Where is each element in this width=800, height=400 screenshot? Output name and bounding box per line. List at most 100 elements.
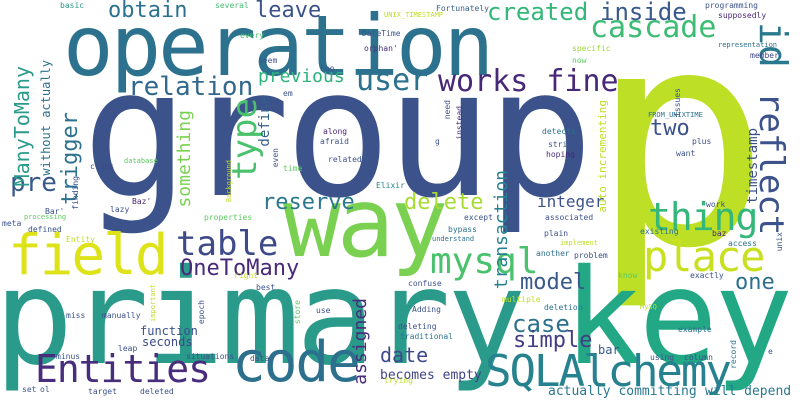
word-timestamp: timestamp	[745, 128, 761, 204]
word-way: way	[283, 167, 448, 279]
word-related: related	[328, 155, 362, 164]
word-function: function	[140, 324, 198, 338]
word-integer: integer	[537, 192, 605, 211]
word-traditional: traditional	[400, 332, 453, 341]
word-know: know	[618, 271, 638, 280]
word-hoping: hoping	[546, 150, 575, 159]
word-field: field	[8, 223, 169, 288]
word-em: em	[283, 89, 293, 98]
word-ol: ol	[40, 385, 50, 394]
word-simple: simple	[513, 328, 593, 353]
word-epoch: epoch	[197, 300, 206, 325]
word-datetime: DateTime	[362, 29, 401, 38]
word-mysq: MySQ	[640, 303, 657, 311]
word-something: something	[174, 110, 195, 208]
word-mysql: mysql	[430, 241, 539, 282]
word-issues: issues	[673, 88, 682, 117]
word-time: time	[283, 164, 303, 173]
word-exactly: exactly	[690, 271, 724, 280]
word-pre: pre	[10, 168, 57, 198]
word-meta: meta	[2, 219, 22, 228]
word-implement: implement	[560, 239, 598, 247]
word-supposedly: supposedly	[718, 11, 767, 20]
word-entity: Entity	[66, 235, 95, 244]
word-finding: finding	[71, 176, 80, 210]
word-even: even	[271, 148, 280, 168]
word-group: group	[82, 30, 594, 237]
word-instead: instead	[455, 106, 464, 140]
word-date: date	[380, 343, 429, 367]
word-onetomany: OneToMany	[180, 256, 300, 281]
word-trying: trying	[384, 376, 413, 385]
word-leap: leap	[118, 344, 138, 353]
word-fortunately: Fortunately	[436, 4, 489, 13]
word-reflect: reflect	[751, 92, 791, 236]
word-example: example	[678, 325, 712, 334]
word-now: now	[572, 56, 587, 65]
word-string: string	[548, 140, 577, 149]
word-need: need	[443, 100, 452, 120]
word-problem: problem	[574, 251, 608, 260]
word-from-unixtime: FROM_UNIXTIME	[648, 111, 703, 119]
word-plain: plain	[544, 229, 569, 238]
word-set: set	[22, 385, 37, 394]
word-use: use	[316, 306, 331, 315]
word-defined: defined	[28, 225, 62, 234]
word-bar: bar	[598, 343, 620, 357]
word-record: record	[729, 340, 738, 369]
word-manytomany: ManyToMany	[10, 66, 34, 187]
word-transaction: transaction	[491, 170, 512, 290]
word-unix-timestamp: UNIX_TIMESTAMP	[384, 11, 444, 19]
word-multiple: multiple	[502, 295, 541, 304]
word-associated: associated	[545, 213, 594, 222]
word-best: best	[256, 283, 276, 292]
word-table: table	[176, 224, 279, 264]
word-along: along	[323, 127, 348, 136]
word-minus: minus	[56, 352, 81, 361]
word-processing: processing	[24, 213, 67, 221]
word-afraid: afraid	[320, 137, 349, 146]
word-detects: detects	[542, 127, 576, 136]
word-thing: thing	[648, 195, 758, 239]
word-specific: specific	[572, 44, 611, 53]
word-programming: programming	[705, 1, 758, 10]
word-assigned: assigned	[350, 298, 371, 385]
word-except: except	[464, 213, 493, 222]
word-seem: seem	[258, 56, 278, 65]
word-sqlalchemy: SQLAlchemy	[485, 346, 732, 397]
word-class: class	[90, 162, 115, 171]
word-works-fine: works fine	[438, 64, 619, 99]
word-deleted: deleted	[140, 387, 174, 396]
word-becomes-empty: becomes empty	[380, 368, 482, 383]
word-every: every	[240, 31, 265, 40]
word-existing: existing	[640, 227, 679, 236]
word-another: another	[536, 249, 570, 258]
word-deleting: deleting	[398, 322, 437, 331]
word-several: several	[215, 1, 249, 10]
word-target: target	[88, 387, 117, 396]
word-column: column	[684, 353, 713, 362]
word-baz-lower: baz	[712, 229, 727, 238]
word-adding: Adding	[412, 305, 441, 314]
word-work: work	[706, 200, 726, 209]
word-foo: Foo	[320, 64, 335, 73]
word-unix: unix	[775, 232, 784, 252]
word-right: right	[234, 271, 259, 280]
word-database: database	[124, 157, 158, 165]
word-properties: properties	[204, 213, 253, 222]
word-baz: Baz'	[132, 197, 152, 206]
word-one: one	[735, 270, 775, 295]
word-important: important	[149, 284, 157, 322]
word-e: e	[768, 347, 773, 356]
word-member: member	[750, 51, 779, 60]
word-auto-incrementing: auto incrementing	[596, 100, 609, 213]
word-background: Background	[225, 160, 233, 203]
word-actually-committing: actually committing	[548, 384, 697, 399]
word-without-actually: without actually	[39, 60, 53, 176]
word-code: code	[232, 330, 361, 395]
word-reserve: reserve	[262, 190, 355, 215]
word-access: access	[728, 239, 757, 248]
word-entities: Entities	[35, 347, 211, 391]
word-leave: leave	[255, 0, 322, 23]
